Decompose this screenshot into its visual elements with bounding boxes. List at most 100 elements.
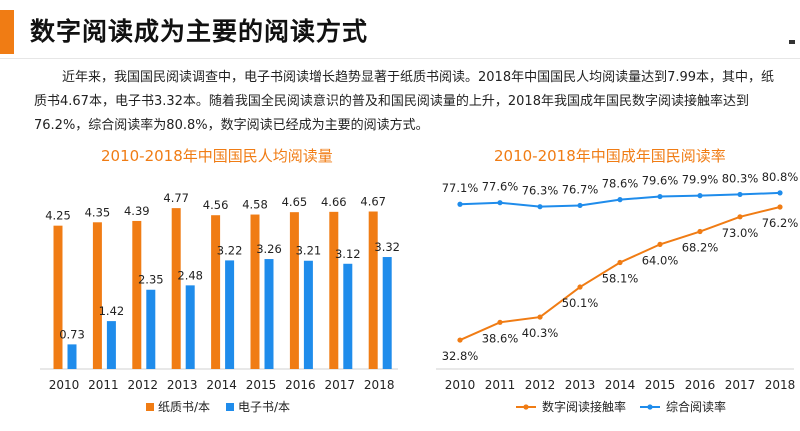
paper-book-bar-2012 (132, 220, 142, 369)
legend-swatch-0 (146, 403, 154, 411)
ebook-bar-2012 (146, 289, 156, 369)
digital-reading-label-2010: 32.8% (442, 349, 479, 363)
x-tick-label-2013: 2013 (565, 378, 596, 392)
x-tick-label-2017: 2017 (325, 378, 356, 392)
paper-book-value-2014: 4.56 (203, 198, 229, 212)
overall-reading-label-2013: 76.7% (562, 182, 599, 196)
overall-reading-point-2011 (497, 200, 503, 206)
x-tick-label-2014: 2014 (206, 378, 237, 392)
slide-title: 数字阅读成为主要的阅读方式 (30, 17, 369, 46)
overall-reading-point-2014 (617, 197, 623, 203)
digital-reading-point-2017 (737, 214, 743, 220)
corner-mark (789, 40, 795, 44)
ebook-value-2018: 3.32 (374, 240, 400, 254)
ebook-bar-2011 (106, 321, 116, 369)
paper-book-bar-2016 (289, 212, 299, 369)
overall-reading-point-2010 (457, 201, 463, 207)
legend-swatch-1 (226, 403, 234, 411)
overall-reading-point-2012 (537, 204, 543, 210)
digital-reading-point-2018 (777, 204, 783, 210)
overall-reading-point-2017 (737, 191, 743, 198)
x-tick-label-2012: 2012 (525, 378, 556, 392)
digital-reading-label-2014: 58.1% (602, 271, 639, 285)
paper-book-bar-2017 (329, 211, 339, 369)
legend-label-1: 综合阅读率 (666, 399, 726, 414)
ebook-bar-2015 (264, 259, 274, 369)
overall-reading-label-2018: 80.8% (762, 170, 799, 184)
digital-reading-label-2012: 40.3% (522, 326, 559, 340)
paper-book-value-2011: 4.35 (85, 205, 111, 219)
x-tick-label-2017: 2017 (725, 378, 756, 392)
ebook-bar-2018 (382, 257, 392, 369)
paper-book-bar-2010 (53, 225, 63, 369)
ebook-value-2016: 3.21 (296, 244, 322, 258)
paper-book-bar-2015 (250, 214, 260, 369)
overall-reading-label-2017: 80.3% (722, 171, 759, 185)
x-tick-label-2011: 2011 (485, 378, 516, 392)
digital-reading-label-2011: 38.6% (482, 331, 519, 345)
ebook-value-2010: 0.73 (59, 327, 85, 341)
title-accent-bar (0, 10, 14, 54)
digital-reading-point-2010 (457, 337, 463, 343)
ebook-value-2011: 1.42 (99, 304, 125, 318)
overall-reading-label-2015: 79.6% (642, 174, 679, 188)
paper-book-value-2012: 4.39 (124, 204, 150, 218)
ebook-bar-2010 (67, 344, 77, 369)
x-tick-label-2012: 2012 (128, 378, 159, 392)
overall-reading-label-2011: 77.6% (482, 180, 519, 194)
x-tick-label-2016: 2016 (685, 378, 716, 392)
ebook-bar-2016 (303, 260, 313, 369)
digital-reading-point-2016 (697, 228, 703, 235)
digital-reading-point-2015 (657, 241, 663, 247)
digital-reading-point-2011 (497, 319, 503, 325)
x-tick-label-2013: 2013 (167, 378, 198, 392)
overall-reading-label-2016: 79.9% (682, 173, 719, 187)
x-tick-label-2018: 2018 (765, 378, 796, 392)
digital-reading-label-2017: 73.0% (722, 226, 759, 240)
overall-reading-point-2013 (577, 202, 583, 209)
reading-rate-line-chart: 32.8%38.6% 40.3% 50.1%58.1%64.0%68.2%73.0%… (436, 170, 799, 414)
overall-reading-label-2010: 77.1% (442, 181, 479, 195)
paper-book-value-2017: 4.66 (321, 195, 347, 209)
paper-book-bar-2014 (211, 215, 221, 369)
line-chart-title: 2010-2018年中国成年国民阅读率 (494, 147, 726, 165)
digital-reading-label-2015: 64.0% (642, 253, 679, 267)
paper-book-value-2016: 4.65 (282, 195, 308, 209)
digital-reading-label-2013: 50.1% (562, 296, 599, 310)
paper-book-bar-2011 (92, 222, 102, 369)
paper-book-bar-2018 (368, 211, 378, 369)
legend-label-0: 数字阅读接触率 (542, 399, 626, 414)
ebook-value-2017: 3.12 (335, 247, 361, 261)
paper-book-value-2015: 4.58 (242, 198, 268, 212)
digital-reading-point-2013 (577, 284, 583, 290)
paper-book-value-2013: 4.77 (163, 191, 189, 205)
ebook-bar-2017 (343, 263, 353, 369)
x-tick-label-2015: 2015 (246, 378, 277, 392)
overall-reading-point-2016 (697, 193, 703, 199)
x-tick-label-2015: 2015 (645, 378, 676, 392)
legend-label-1: 电子书/本 (238, 400, 290, 414)
ebook-bar-2014 (225, 260, 235, 369)
overall-reading-point-2018 (777, 190, 783, 196)
bar-chart-title: 2010-2018年中国国民人均阅读量 (101, 147, 333, 165)
paper-book-value-2010: 4.25 (45, 209, 71, 223)
x-tick-label-2016: 2016 (285, 378, 316, 392)
legend-label-0: 纸质书/本 (158, 400, 210, 414)
x-tick-label-2011: 2011 (88, 378, 119, 392)
x-tick-label-2010: 2010 (49, 378, 80, 392)
paper-book-value-2018: 4.67 (360, 195, 386, 209)
digital-reading-point-2012 (537, 314, 543, 320)
legend-marker-0 (523, 404, 529, 410)
overall-reading-label-2014: 78.6% (602, 177, 639, 191)
ebook-value-2012: 2.35 (138, 273, 164, 287)
reading-volume-bar-chart: 4.25 0.73 2010 4.35 1.42 2011 4.39 2.35 2012 4.77… (40, 191, 400, 414)
overall-reading-point-2015 (657, 193, 663, 200)
legend-marker-1 (647, 404, 653, 410)
x-tick-label-2010: 2010 (445, 378, 476, 392)
ebook-value-2013: 2.48 (177, 268, 203, 282)
intro-paragraph: 近年来，我国国民阅读调查中，电子书阅读增长趋势显著于纸质书阅读。2018年中国国… (34, 70, 775, 133)
x-tick-label-2014: 2014 (605, 378, 636, 392)
ebook-value-2015: 3.26 (256, 242, 282, 256)
ebook-bar-2013 (185, 285, 195, 369)
digital-reading-label-2016: 68.2% (682, 241, 719, 255)
